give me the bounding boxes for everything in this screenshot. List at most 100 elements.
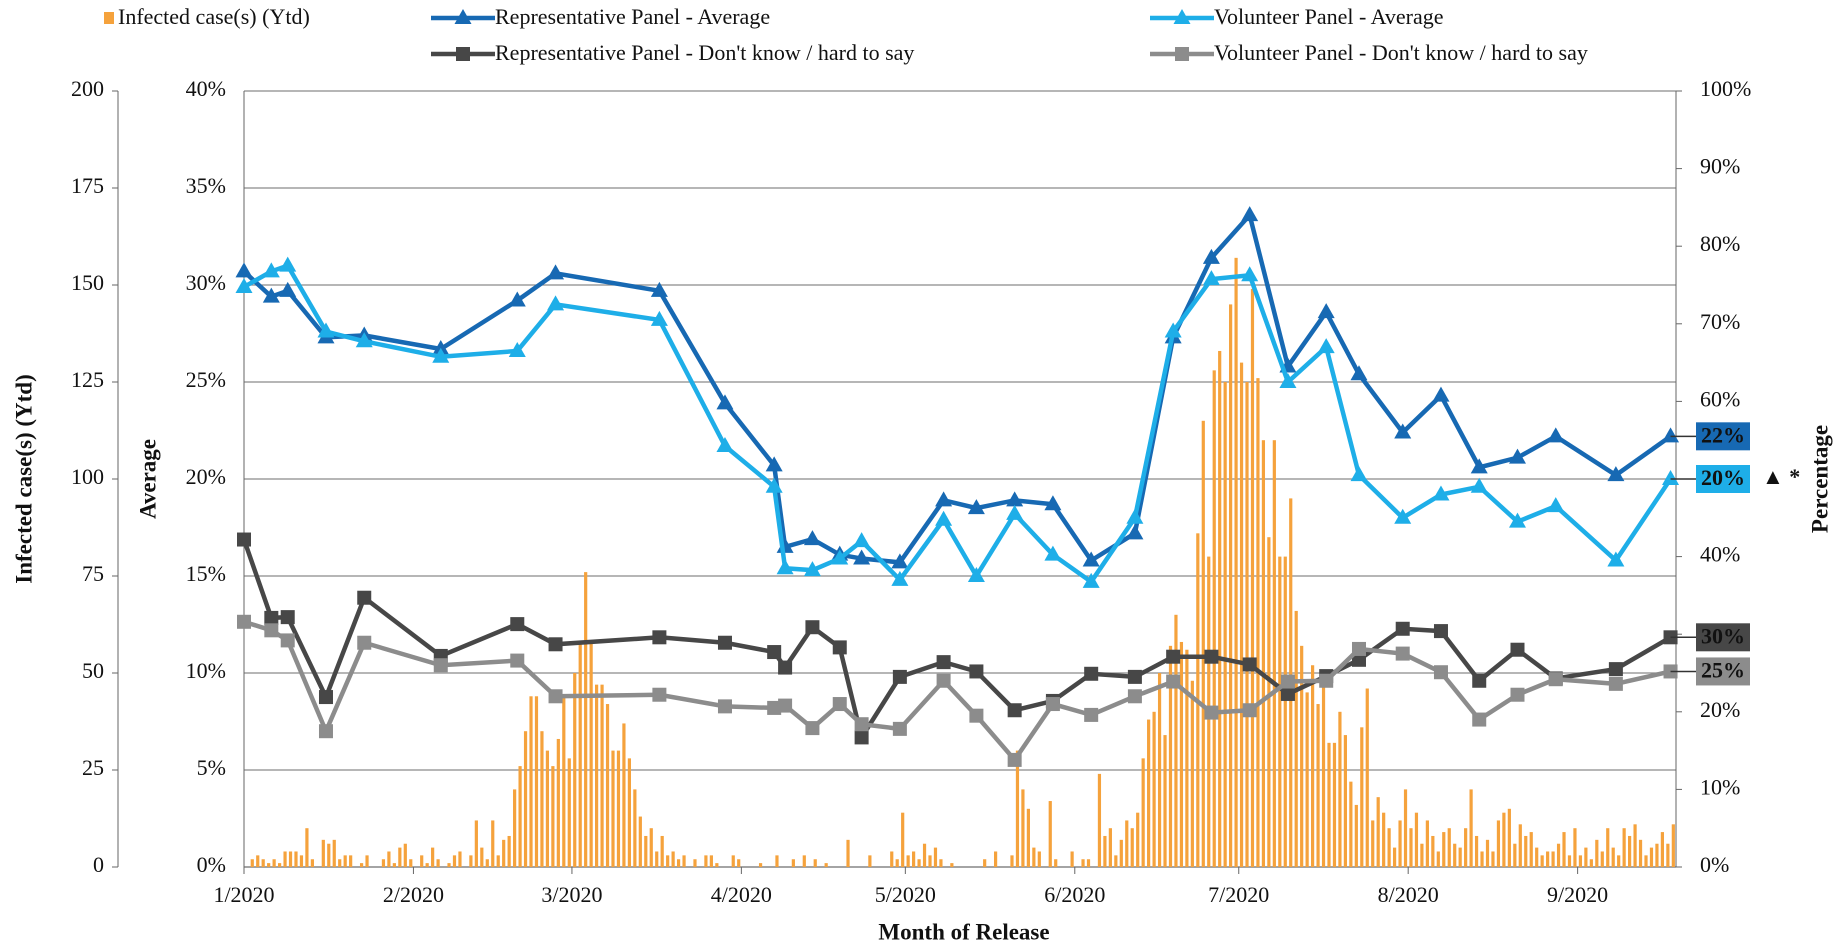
marker [716, 394, 734, 410]
marker [935, 510, 953, 526]
end-label: 25% [1701, 657, 1745, 682]
bar [1371, 820, 1375, 867]
x-tick-label: 8/2020 [1378, 882, 1439, 907]
bar [682, 855, 686, 867]
bar [1469, 789, 1473, 867]
bar [1163, 735, 1167, 867]
bar [1464, 828, 1468, 867]
marker [1084, 666, 1099, 681]
bar [1300, 645, 1304, 867]
bar [1535, 847, 1539, 867]
bar [485, 859, 489, 867]
bar [540, 731, 544, 867]
marker [510, 617, 525, 632]
bar [824, 863, 828, 867]
y-tick-label: 125 [71, 367, 104, 392]
line [242, 210, 1672, 565]
marker [1006, 504, 1024, 520]
marker [1607, 466, 1625, 482]
bar [633, 789, 637, 867]
legend-label: Infected case(s) (Ytd) [118, 4, 310, 29]
bar [912, 851, 916, 867]
y2-tick-label: 30% [186, 270, 226, 295]
bar [359, 863, 364, 867]
bar [1398, 820, 1402, 867]
bar [1349, 781, 1353, 867]
bar [1474, 835, 1479, 867]
bar [1354, 804, 1358, 867]
legend-label: Volunteer Panel - Don't know / hard to s… [1214, 40, 1588, 65]
marker [853, 532, 871, 548]
marker [1510, 642, 1525, 657]
marker [650, 310, 668, 326]
marker [1350, 466, 1368, 482]
bar [1114, 855, 1118, 867]
marker [1044, 545, 1062, 561]
bar [299, 855, 304, 867]
bar [250, 859, 254, 867]
marker [1202, 270, 1220, 286]
marker [262, 262, 280, 278]
bar [1660, 832, 1665, 867]
bar [649, 828, 653, 867]
bar [321, 839, 325, 867]
bar [791, 859, 795, 867]
y3-tick-label: 40% [1700, 542, 1740, 567]
bar [1546, 851, 1550, 867]
y3-axis-title: Percentage [1807, 425, 1832, 533]
bar [332, 839, 336, 867]
bar [1305, 692, 1309, 867]
bar [1403, 789, 1408, 867]
bar [1442, 832, 1446, 867]
bar [1414, 812, 1419, 867]
annotation: ▲ * [1762, 464, 1800, 489]
marker [279, 281, 297, 297]
bar [256, 855, 260, 867]
y3-tick-label: 100% [1700, 76, 1751, 101]
bar [1638, 839, 1643, 867]
marker [1608, 662, 1623, 677]
bar [1365, 688, 1369, 867]
bar [1376, 797, 1380, 867]
legend-label: Representative Panel - Don't know / hard… [495, 40, 914, 65]
bar [1343, 735, 1347, 867]
bar [589, 641, 593, 867]
y3-tick-label: 0% [1700, 852, 1729, 877]
bar [1513, 843, 1517, 867]
marker [279, 256, 297, 272]
marker [357, 590, 372, 605]
bar [655, 851, 659, 867]
bar [523, 731, 528, 867]
bar [343, 855, 347, 867]
bar [1125, 820, 1129, 867]
marker [548, 637, 563, 652]
marker [1472, 673, 1487, 688]
marker [264, 623, 279, 638]
marker [264, 610, 279, 625]
bar [890, 851, 894, 867]
bar [1606, 828, 1610, 867]
marker [1395, 646, 1410, 661]
bar [775, 855, 779, 867]
marker [716, 437, 734, 453]
bar [578, 641, 582, 867]
bar [731, 855, 735, 867]
marker [547, 295, 565, 311]
marker [1547, 497, 1565, 513]
bar [1321, 680, 1326, 867]
marker [1317, 303, 1335, 319]
marker [237, 532, 251, 547]
end-label: 22% [1701, 422, 1745, 447]
bar [813, 859, 817, 867]
bar [983, 859, 987, 867]
marker [1432, 386, 1450, 402]
marker [1433, 624, 1448, 639]
bar [1190, 680, 1194, 867]
marker [432, 340, 450, 356]
bar [305, 828, 309, 867]
bar [272, 859, 276, 867]
bar [1021, 789, 1025, 867]
y2-tick-label: 20% [186, 464, 226, 489]
bar [917, 859, 921, 867]
bar [1584, 847, 1588, 867]
